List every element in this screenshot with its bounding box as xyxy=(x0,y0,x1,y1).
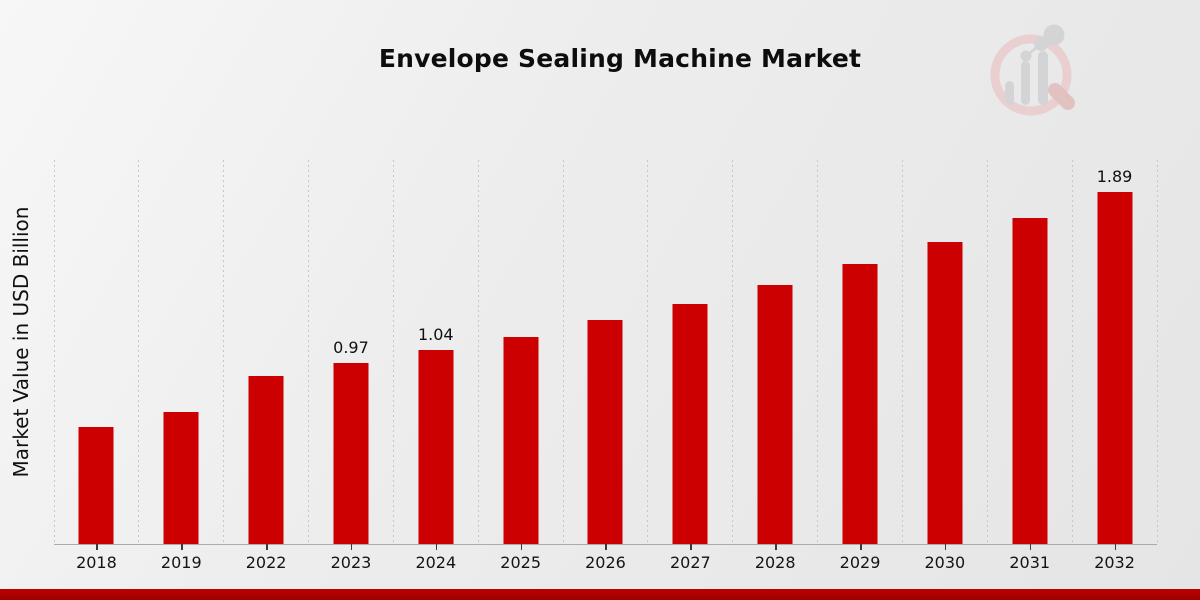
x-tick-label-2024: 2024 xyxy=(415,553,457,572)
gridline xyxy=(732,160,734,544)
gridline xyxy=(1156,160,1158,544)
chart-title: Envelope Sealing Machine Market xyxy=(378,44,862,73)
bar-slot-2026: 2026 xyxy=(563,160,648,572)
x-tick-label-2022: 2022 xyxy=(245,553,287,572)
x-axis-tick xyxy=(1029,544,1032,550)
x-tick-label-2030: 2030 xyxy=(924,553,966,572)
x-tick-label-2031: 2031 xyxy=(1009,553,1051,572)
gridline xyxy=(53,160,55,544)
bar-slot-2030: 2030 xyxy=(902,160,987,572)
gridline xyxy=(647,160,649,544)
bar-slot-2025: 2025 xyxy=(478,160,563,572)
bar-2025 xyxy=(503,337,539,544)
bar-2030 xyxy=(927,242,963,544)
bar-2022 xyxy=(248,376,284,544)
gridline xyxy=(817,160,819,544)
x-axis-tick xyxy=(181,544,183,550)
bar-2026 xyxy=(587,320,623,544)
gridline xyxy=(138,160,140,544)
y-axis-label: Market Value in USD Billion xyxy=(9,206,33,478)
x-tick-label-2029: 2029 xyxy=(839,553,881,572)
x-tick-label-2023: 2023 xyxy=(330,553,372,572)
bar-2023 xyxy=(333,363,369,544)
x-axis-tick xyxy=(350,544,353,550)
bar-2032 xyxy=(1097,191,1133,544)
x-tick-label-2032: 2032 xyxy=(1094,553,1135,572)
bar-slot-2022: 2022 xyxy=(224,160,309,572)
magnifier-bar-chart-watermark-icon xyxy=(990,24,1075,116)
x-tick-label-2018: 2018 xyxy=(76,553,117,572)
bar-slot-2032: 1.89 2032 xyxy=(1072,160,1157,572)
bar-2024 xyxy=(418,350,454,544)
bar-slot-2023: 0.97 2023 xyxy=(309,160,394,572)
x-tick-label-2026: 2026 xyxy=(585,553,626,572)
x-axis-tick xyxy=(605,544,607,550)
x-tick-label-2025: 2025 xyxy=(500,553,541,572)
x-axis-tick xyxy=(266,544,268,550)
gridline xyxy=(392,160,394,544)
x-axis-tick xyxy=(944,544,947,550)
x-axis-tick xyxy=(1114,544,1117,550)
bar-2029 xyxy=(842,264,878,544)
bar-2028 xyxy=(757,284,793,544)
data-label-2032: 1.89 xyxy=(1096,166,1133,186)
x-axis-tick xyxy=(690,544,692,550)
brand-accent-strip xyxy=(0,589,1200,600)
data-label-2023: 0.97 xyxy=(333,338,369,358)
bar-slot-2028: 2028 xyxy=(733,160,818,572)
bar-slot-2029: 2029 xyxy=(818,160,903,572)
gridline xyxy=(986,160,988,544)
x-axis-tick xyxy=(775,544,777,550)
bar-2018 xyxy=(78,426,114,544)
gridline xyxy=(308,160,310,544)
data-label-2024: 1.04 xyxy=(417,325,454,345)
x-axis-tick xyxy=(435,544,438,550)
bar-slot-2027: 2027 xyxy=(648,160,733,572)
bar-series: 2018 2019 2022 0.97 2023 1.04 2024 2025 2026 2027… xyxy=(54,160,1157,572)
gridline xyxy=(1071,160,1073,544)
x-tick-label-2019: 2019 xyxy=(160,553,202,572)
bar-2019 xyxy=(163,411,199,544)
gridline xyxy=(223,160,225,544)
x-axis-tick xyxy=(520,544,523,550)
bar-2027 xyxy=(672,303,708,544)
x-tick-label-2028: 2028 xyxy=(754,553,796,572)
bar-slot-2024: 1.04 2024 xyxy=(393,160,478,572)
plot-area: 2018 2019 2022 0.97 2023 1.04 2024 2025 2026 2027… xyxy=(53,160,1158,572)
bar-2031 xyxy=(1012,217,1048,544)
gridline xyxy=(901,160,903,544)
gridline xyxy=(562,160,564,544)
x-axis-tick xyxy=(860,544,862,550)
bar-slot-2018: 2018 xyxy=(54,160,139,572)
x-tick-label-2027: 2027 xyxy=(669,553,711,572)
bar-slot-2031: 2031 xyxy=(987,160,1072,572)
x-axis-tick xyxy=(96,544,98,550)
gridline xyxy=(477,160,479,544)
bar-slot-2019: 2019 xyxy=(139,160,224,572)
